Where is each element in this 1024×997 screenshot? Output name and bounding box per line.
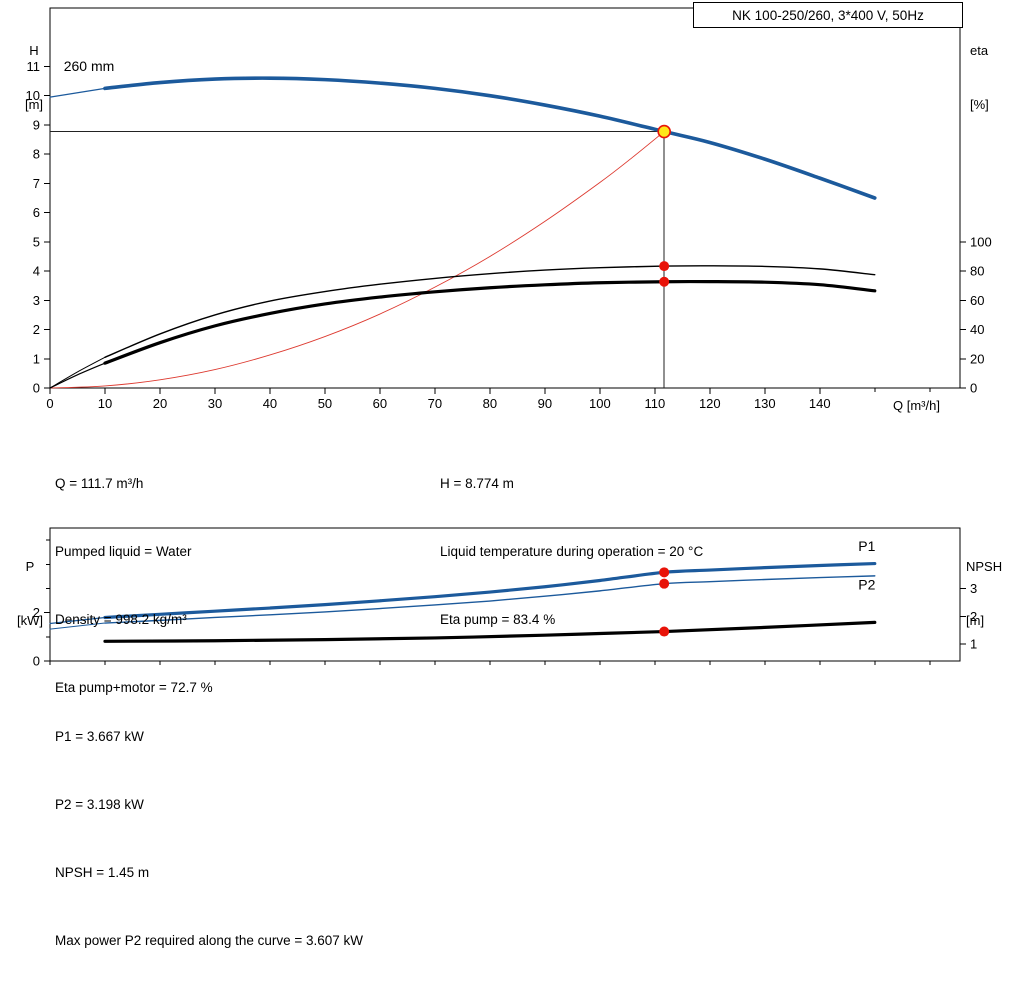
y-left-tick-label: 8 [33,147,40,162]
p1-point [659,567,670,578]
curve-label: 260 mm [64,58,115,74]
power-info: P1 = 3.667 kW P2 = 3.198 kW NPSH = 1.45 … [55,681,363,997]
annot-line: P1 = 3.667 kW [55,729,144,745]
pump-title-box: NK 100-250/260, 3*400 V, 50Hz [693,2,963,28]
hq-chart: 0 10 20 30 40 50 60 70 80 90 100 110 120 130 140012345… [26,7,992,411]
hq-right-axis-label: eta [%] [970,6,1020,150]
power-right-axis-label: NPSH [m] [966,522,1022,666]
p2-lead [49,622,106,630]
eta-pump-motor-point [659,276,670,287]
x-tick-label: 90 [538,396,552,411]
y-right-tick-label: 20 [970,351,984,366]
y-left-tick-label: 0 [33,381,40,396]
y-left-tick-label: 1 [33,351,40,366]
x-tick-label: 20 [153,396,167,411]
x-tick-label: 120 [699,396,721,411]
y-left-tick-label: 5 [33,234,40,249]
x-tick-label: 80 [483,396,497,411]
x-tick-label: 40 [263,396,277,411]
axis-label-line: eta [970,43,989,58]
axis-label-line: H [29,43,39,58]
annot-line: P2 = 3.198 kW [55,796,144,812]
x-tick-label: 50 [318,396,332,411]
x-tick-label: 60 [373,396,387,411]
curve-label: P2 [858,577,875,593]
curve-label: P1 [858,538,875,554]
y-left-tick-label: 2 [33,322,40,337]
annot-line: Eta pump+motor = 72.7 % [55,679,213,695]
annot-line: H = 8.774 m [440,476,514,492]
y-left-tick-label: 9 [33,117,40,132]
eta-pump-point [659,261,670,272]
annot-line: Q = 111.7 m³/h [55,476,144,492]
y-left-tick-label: 3 [33,293,40,308]
duty-point[interactable] [657,124,671,139]
p1-lead [49,616,106,625]
y-right-tick-label: 0 [970,381,977,396]
y-left-tick-label: 7 [33,176,40,191]
axis-label-line: P [25,559,35,574]
p2-point [659,578,670,589]
annot-line: Liquid temperature during operation = 20… [440,543,704,559]
y-right-tick-label: 40 [970,322,984,337]
y-right-tick-label: 80 [970,264,984,279]
y-right-tick-label: 3 [970,581,977,596]
p1-curve [103,561,877,620]
power-left-axis-label: P [kW] [8,522,52,666]
annot-line: Max power P2 required along the curve = … [55,932,364,948]
axis-label-line: [m] [966,613,985,628]
npsh-curve [103,620,877,643]
hq-plot-frame [49,7,961,389]
npsh-point [659,626,670,637]
eta-pump-curve [104,265,876,359]
x-tick-label: 0 [46,396,53,411]
y-left-tick-label: 0 [33,654,40,669]
x-tick-label: 140 [809,396,831,411]
p2-curve [104,575,876,624]
x-tick-label: 70 [428,396,442,411]
power-plot-frame [49,527,961,662]
y-left-tick-label: 10 [26,88,40,103]
x-tick-label: 10 [98,396,112,411]
annot-line: Density = 998.2 kg/m³ [55,611,187,627]
duty-info-right: H = 8.774 m Liquid temperature during op… [440,428,703,677]
axis-label-line: [kW] [17,613,43,628]
axis-label-line: [%] [970,97,989,112]
power-chart: 0 2 1 2 3 P1 P2 [33,527,977,669]
y-left-tick-label: 11 [27,59,41,74]
annot-line: Eta pump = 83.4 % [440,611,556,627]
hq-x-axis-label: Q [m³/h] [893,398,940,413]
axis-label-line: NPSH [966,559,1003,574]
system-curve [49,131,665,389]
y-left-tick-label: 6 [33,205,40,220]
duty-info-left: Q = 111.7 m³/h Pumped liquid = Water Den… [55,428,213,744]
x-tick-label: 30 [208,396,222,411]
y-left-tick-label: 2 [33,605,40,620]
pump-curve-260mm [103,76,877,200]
annot-line: Pumped liquid = Water [55,543,192,559]
x-tick-label: 110 [644,396,665,411]
pump-curve-page: 0 10 20 30 40 50 60 70 80 90 100 110 120 130 140 0 1 2 3 4 5… [8,2,1022,948]
hq-left-axis-label: H [m] [14,6,54,150]
y-right-tick-label: 100 [970,234,992,249]
y-left-tick-label: 4 [33,264,40,279]
annot-line: NPSH = 1.45 m [55,864,150,880]
pump-curve-lead [49,87,106,98]
eta-pump-motor-curve [103,279,877,365]
y-right-tick-label: 1 [970,637,977,652]
x-tick-label: 100 [589,396,611,411]
eta-pump-motor-lead [49,362,106,389]
axis-label-line: [m] [24,97,44,112]
x-tick-label: 130 [754,396,776,411]
y-right-tick-label: 60 [970,293,984,308]
y-right-tick-label: 2 [970,609,977,624]
